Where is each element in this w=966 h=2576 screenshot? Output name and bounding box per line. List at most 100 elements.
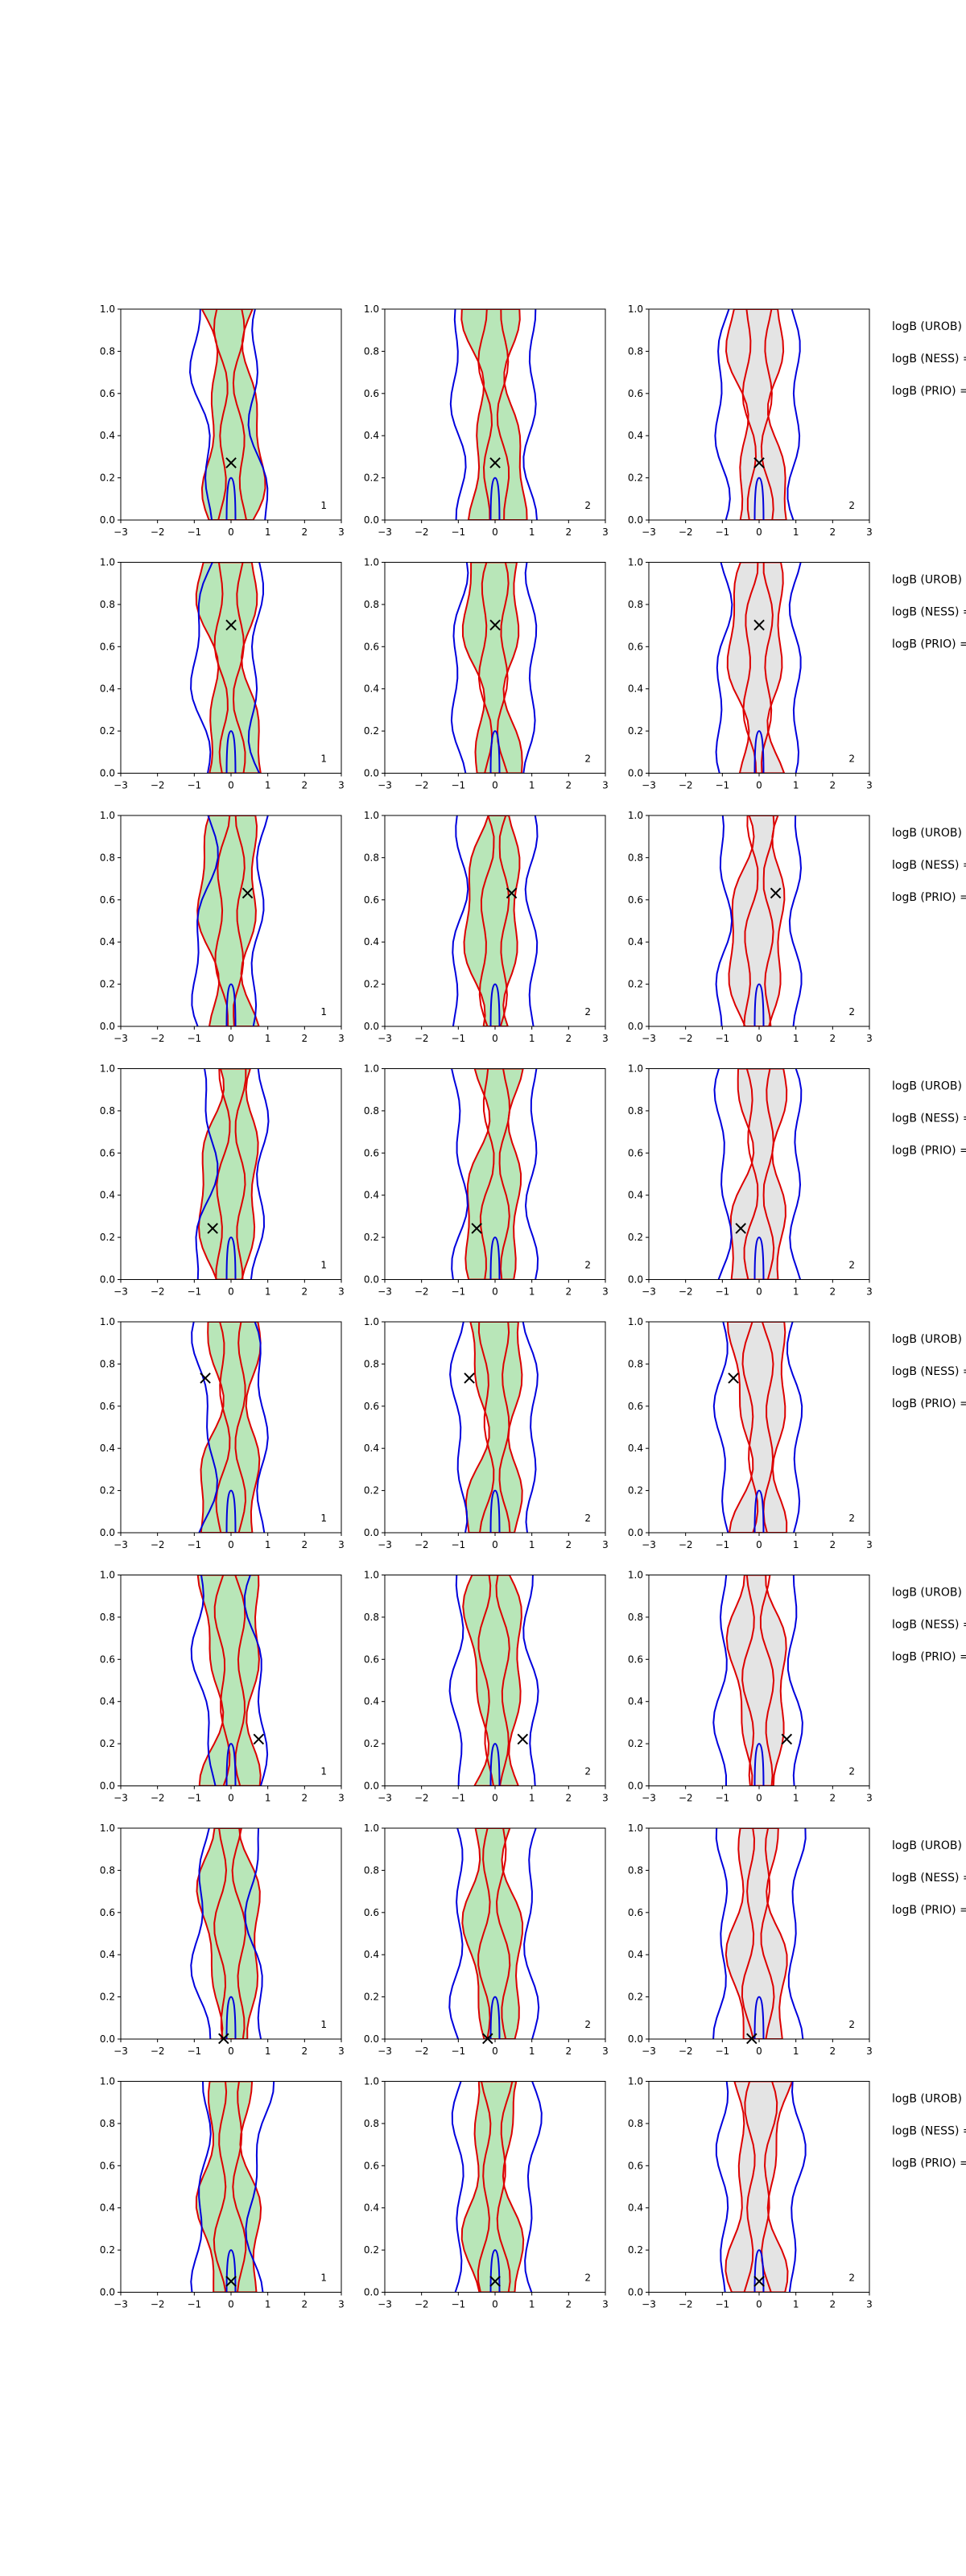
panel-label: 2 xyxy=(848,500,855,511)
x-tick-label: 1 xyxy=(265,1539,271,1550)
x-tick-label: −3 xyxy=(642,780,656,791)
density-fill xyxy=(729,815,785,1026)
x-tick-label: 1 xyxy=(793,1033,799,1044)
x-tick-label: −1 xyxy=(715,526,729,538)
plot-area xyxy=(195,1068,270,1280)
y-tick-label: 1.0 xyxy=(628,1316,643,1327)
red-contour-inner xyxy=(477,1575,510,1786)
blue-contour-left xyxy=(190,1575,217,1786)
y-tick-label: 0.8 xyxy=(628,599,643,610)
y-tick-label: 0.8 xyxy=(364,599,379,610)
y-tick-label: 0.8 xyxy=(100,1864,115,1876)
y-tick-label: 0.2 xyxy=(364,2244,379,2256)
y-tick-label: 0.8 xyxy=(628,1864,643,1876)
estimate-marker: × xyxy=(239,881,255,904)
x-tick-label: −3 xyxy=(378,1286,392,1298)
blue-contour-loop xyxy=(753,2249,765,2293)
plot-area xyxy=(448,1828,540,2039)
blue-contour-loop xyxy=(225,1743,237,1786)
y-tick-label: 0.4 xyxy=(364,683,379,695)
red-contour-outer xyxy=(725,1575,787,1786)
panel-r8-c3: −3 −2 −1 0 1 2 3 0.0 0.2 0.4 0.6 0.8 1.0 × 2 xyxy=(628,2076,873,2310)
y-tick-label: 0.8 xyxy=(100,1358,115,1369)
plot-area xyxy=(191,815,269,1026)
y-tick-label: 0.2 xyxy=(100,979,115,990)
panel-r4-c3: −3 −2 −1 0 1 2 3 0.0 0.2 0.4 0.6 0.8 1.0 × 2 xyxy=(628,1063,873,1298)
x-tick-label: 2 xyxy=(566,1793,572,1804)
x-tick-label: 0 xyxy=(228,2299,234,2310)
blue-contour-left xyxy=(449,309,467,520)
panel-label: 2 xyxy=(848,1006,855,1018)
y-tick-label: 0.8 xyxy=(628,852,643,863)
red-contour-outer xyxy=(728,815,786,1026)
blue-contour-loop xyxy=(753,983,765,1026)
x-tick-label: −2 xyxy=(151,780,165,791)
x-tick-label: −1 xyxy=(715,1539,729,1550)
y-tick-label: 0.2 xyxy=(364,1485,379,1496)
logb-annotation: logB (PRIO) = xyxy=(892,638,966,651)
x-tick-label: −1 xyxy=(451,1793,465,1804)
estimate-marker: × xyxy=(751,2269,767,2292)
x-tick-label: −1 xyxy=(715,780,729,791)
y-tick-label: 0.4 xyxy=(364,1949,379,1960)
red-contour-inner xyxy=(477,309,510,520)
x-tick-label: −3 xyxy=(114,1539,128,1550)
blue-contour-right xyxy=(247,309,269,520)
y-tick-label: 0.4 xyxy=(628,1443,643,1454)
estimate-marker: × xyxy=(725,1367,741,1389)
blue-contour-loop xyxy=(225,1996,237,2039)
plot-area xyxy=(190,1828,263,2039)
blue-contour-loop xyxy=(753,730,765,774)
y-tick-label: 1.0 xyxy=(628,303,643,315)
x-tick-label: −1 xyxy=(187,1539,201,1550)
x-tick-label: 2 xyxy=(302,2299,308,2310)
y-tick-label: 0.0 xyxy=(628,1781,643,1792)
x-tick-label: −1 xyxy=(715,2046,729,2057)
y-tick-label: 0.8 xyxy=(628,2118,643,2129)
blue-contour-loop xyxy=(753,477,765,520)
panel-label: 2 xyxy=(584,2273,591,2284)
y-tick-label: 0.8 xyxy=(364,1358,379,1369)
x-tick-label: 0 xyxy=(756,2046,762,2057)
y-tick-label: 1.0 xyxy=(364,1570,379,1581)
x-tick-label: −3 xyxy=(114,526,128,538)
x-tick-label: 3 xyxy=(338,1286,345,1298)
annotations-r6: logB (UROB) = logB (NESS) = logB (PRIO) = xyxy=(892,1587,966,1664)
plot-area xyxy=(190,2081,275,2293)
logb-annotation: logB (UROB) = xyxy=(892,1080,966,1093)
red-contour-outer xyxy=(461,1828,524,2039)
x-tick-label: −3 xyxy=(642,1286,656,1298)
red-contour-inner xyxy=(479,1068,511,1280)
x-tick-label: −1 xyxy=(187,2299,201,2310)
panel-r2-c1: −3 −2 −1 0 1 2 3 0.0 0.2 0.4 0.6 0.8 1.0 × 1 xyxy=(100,557,345,791)
plot-area xyxy=(715,562,802,774)
plot-area xyxy=(450,562,538,774)
y-tick-label: 0.4 xyxy=(100,936,115,947)
x-tick-label: 0 xyxy=(492,526,498,538)
red-contour-inner xyxy=(213,1828,246,2039)
x-tick-label: 0 xyxy=(492,2046,498,2057)
blue-contour-right xyxy=(250,1068,270,1280)
y-tick-label: 0.4 xyxy=(628,1949,643,1960)
y-tick-label: 0.6 xyxy=(628,1653,643,1665)
panel-label: 1 xyxy=(320,2273,327,2284)
density-fill xyxy=(462,1828,523,2039)
x-tick-label: 1 xyxy=(529,1793,535,1804)
y-tick-label: 0.6 xyxy=(628,388,643,399)
y-tick-label: 0.8 xyxy=(364,1105,379,1117)
estimate-marker: × xyxy=(250,1728,266,1750)
y-tick-label: 0.0 xyxy=(364,2033,379,2045)
y-tick-label: 0.0 xyxy=(364,1781,379,1792)
blue-contour-right xyxy=(787,1828,807,2039)
x-tick-label: −1 xyxy=(451,2299,465,2310)
panel-r8-c1: −3 −2 −1 0 1 2 3 0.0 0.2 0.4 0.6 0.8 1.0 × 1 xyxy=(100,2076,345,2310)
panel-label: 2 xyxy=(584,1006,591,1018)
y-tick-label: 0.0 xyxy=(628,1021,643,1032)
y-tick-label: 0.2 xyxy=(364,1992,379,2003)
blue-contour-right xyxy=(786,1575,803,1786)
x-tick-label: −2 xyxy=(415,1286,429,1298)
y-tick-label: 0.8 xyxy=(628,1612,643,1623)
y-tick-label: 0.2 xyxy=(628,1232,643,1243)
panel-r7-c3: −3 −2 −1 0 1 2 3 0.0 0.2 0.4 0.6 0.8 1.0 × 2 xyxy=(628,1823,873,2057)
